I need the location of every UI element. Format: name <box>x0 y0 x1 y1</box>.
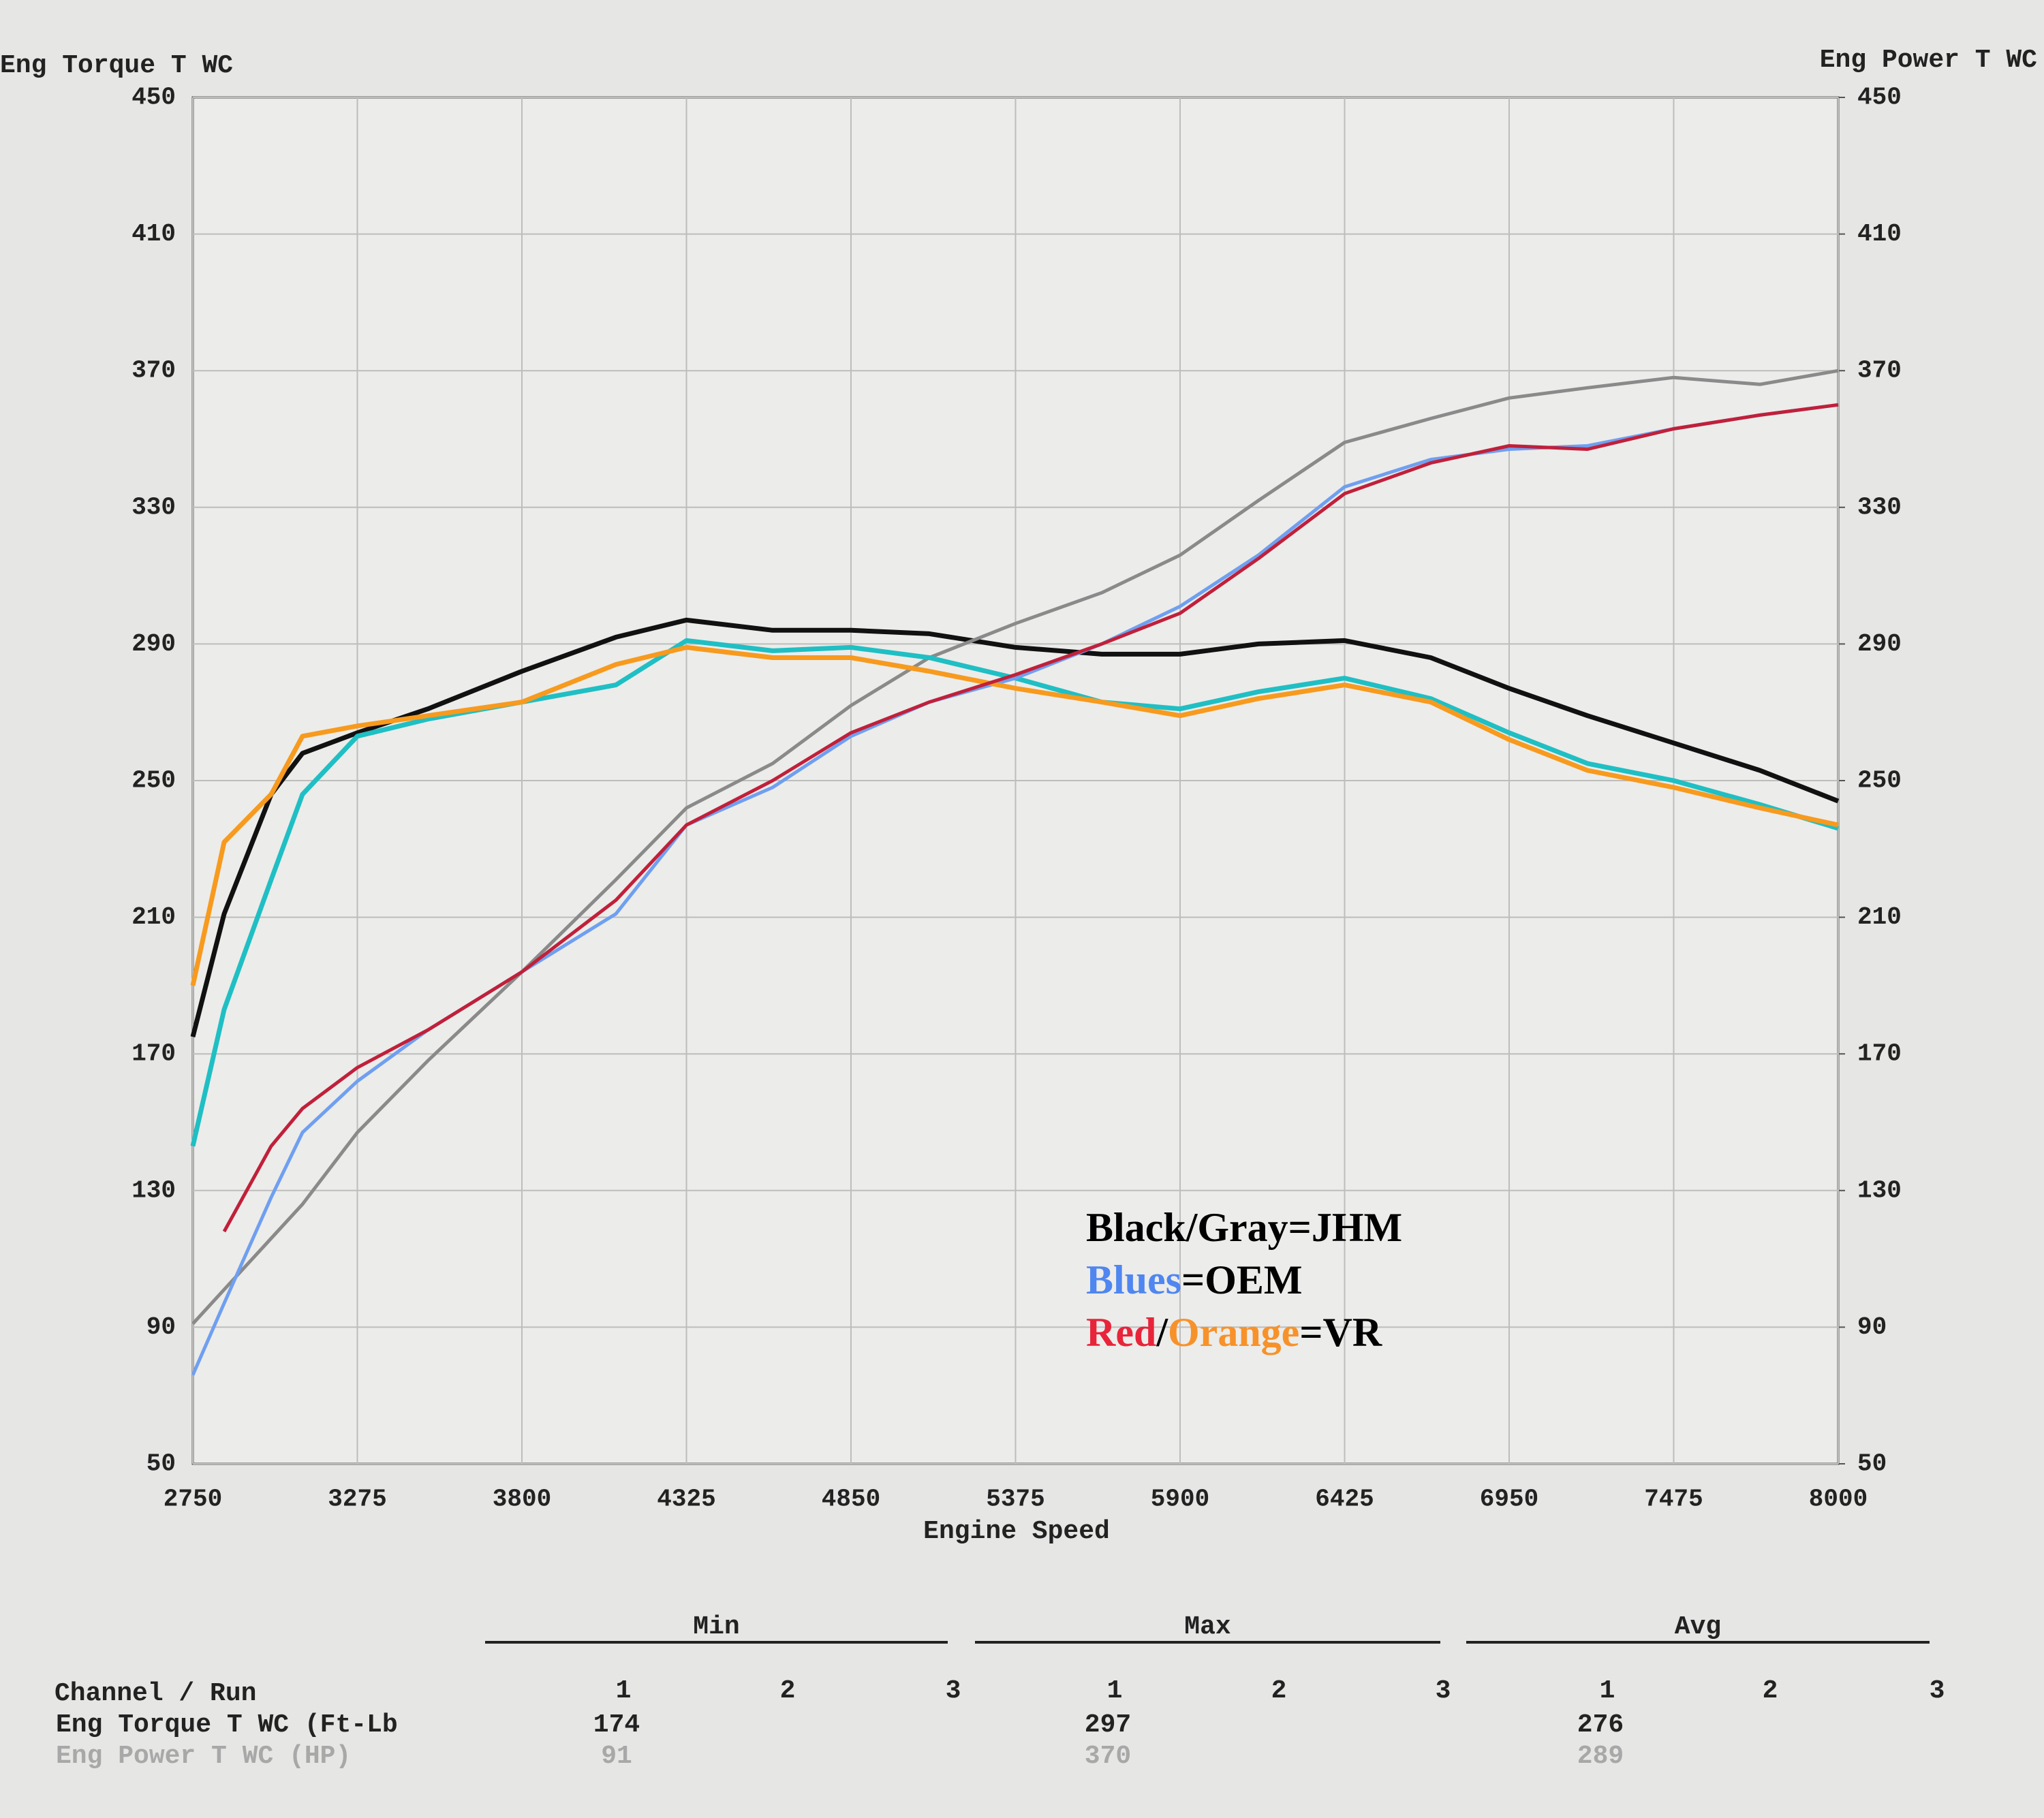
run-number: 1 <box>1600 1676 1615 1706</box>
legend-segment: =JHM <box>1288 1205 1403 1250</box>
stat-value: 276 <box>1577 1710 1624 1740</box>
y-tick-label: 250 <box>131 767 176 795</box>
run-number: 3 <box>1930 1676 1945 1706</box>
x-tick-label: 4850 <box>822 1486 880 1514</box>
legend-segment: Red <box>1086 1310 1156 1355</box>
y2-tick-label: 250 <box>1857 767 1902 795</box>
x-tick-label: 3275 <box>328 1486 386 1514</box>
y-tick-label: 170 <box>131 1040 176 1068</box>
run-number: 1 <box>616 1676 632 1706</box>
data-line <box>190 617 1840 1037</box>
data-line <box>190 638 1840 1147</box>
group-header: Avg <box>1675 1612 1721 1642</box>
y-tick-label: 50 <box>146 1450 176 1478</box>
run-number: 3 <box>1436 1676 1451 1706</box>
run-number: 2 <box>1763 1676 1778 1706</box>
channel-name: Eng Power T WC (HP) <box>56 1742 351 1771</box>
y2-tick-label: 290 <box>1857 630 1902 658</box>
stat-value: 174 <box>593 1710 640 1740</box>
y-tick-label: 290 <box>131 630 176 658</box>
y-tick-label: 90 <box>146 1313 176 1341</box>
run-number: 2 <box>1271 1676 1287 1706</box>
table-header: Channel / Run <box>55 1679 256 1708</box>
data-line <box>222 403 1839 1233</box>
x-tick-label: 6950 <box>1480 1486 1538 1514</box>
y2-tick-label: 50 <box>1857 1450 1887 1478</box>
x-axis-title: Engine Speed <box>923 1517 1110 1546</box>
legend-annotation: Red/Orange=VR <box>1086 1310 1382 1355</box>
run-number: 2 <box>780 1676 796 1706</box>
y2-tick-label: 410 <box>1857 220 1902 248</box>
group-header: Max <box>1184 1612 1230 1642</box>
run-number: 3 <box>946 1676 961 1706</box>
group-header: Min <box>693 1612 739 1642</box>
y-tick-label: 410 <box>131 220 176 248</box>
y2-tick-label: 370 <box>1857 357 1902 385</box>
x-tick-label: 3800 <box>493 1486 551 1514</box>
y-tick-label: 450 <box>131 84 176 112</box>
legend-segment: / <box>1156 1310 1168 1355</box>
x-tick-label: 5900 <box>1151 1486 1209 1514</box>
run-number: 1 <box>1107 1676 1123 1706</box>
stat-value: 91 <box>601 1742 632 1771</box>
y2-tick-label: 450 <box>1857 84 1902 112</box>
x-tick-label: 4325 <box>657 1486 715 1514</box>
data-line <box>190 644 1839 986</box>
x-tick-label: 6425 <box>1315 1486 1374 1514</box>
y-axis-title: Eng Torque T WC <box>0 51 233 80</box>
stat-value: 289 <box>1577 1742 1624 1771</box>
legend-segment: Blues <box>1086 1257 1181 1302</box>
x-tick-label: 7475 <box>1644 1486 1703 1514</box>
y2-tick-label: 330 <box>1857 493 1902 521</box>
y2-tick-label: 90 <box>1857 1313 1887 1341</box>
y2-tick-label: 210 <box>1857 903 1902 931</box>
legend-annotation: Black/Gray=JHM <box>1086 1205 1402 1250</box>
legend-segment: =OEM <box>1181 1257 1303 1302</box>
y-tick-label: 130 <box>131 1176 176 1204</box>
x-tick-label: 5375 <box>986 1486 1044 1514</box>
y-tick-label: 210 <box>131 903 176 931</box>
x-tick-label: 2750 <box>164 1486 222 1514</box>
stat-value: 370 <box>1085 1742 1131 1771</box>
y2-tick-label: 170 <box>1857 1040 1902 1068</box>
y2-tick-label: 130 <box>1857 1176 1902 1204</box>
legend-segment: =VR <box>1299 1310 1382 1355</box>
x-tick-label: 8000 <box>1809 1486 1868 1514</box>
channel-name: Eng Torque T WC (Ft-Lb <box>56 1710 398 1740</box>
stat-value: 297 <box>1085 1710 1131 1740</box>
legend-segment: Black/Gray <box>1086 1205 1288 1250</box>
legend-segment: Orange <box>1168 1310 1299 1355</box>
y-tick-label: 370 <box>131 357 176 385</box>
y-tick-label: 330 <box>131 493 176 521</box>
y2-axis-title: Eng Power T WC <box>1820 46 2037 75</box>
legend-annotation: Blues=OEM <box>1086 1257 1303 1302</box>
